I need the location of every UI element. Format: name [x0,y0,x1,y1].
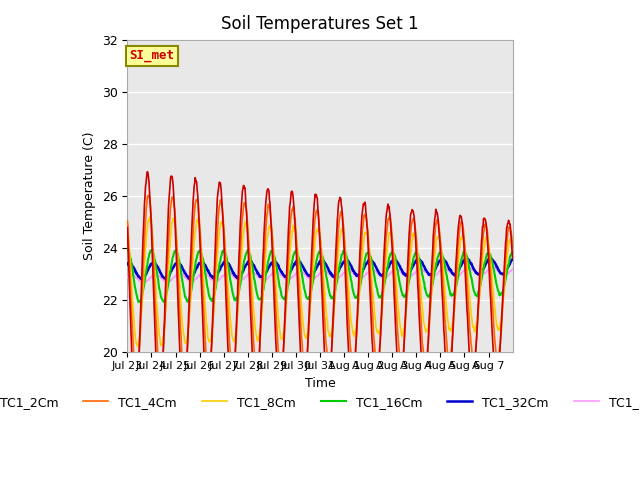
Title: Soil Temperatures Set 1: Soil Temperatures Set 1 [221,15,419,33]
Text: SI_met: SI_met [129,49,174,62]
X-axis label: Time: Time [305,377,335,390]
Y-axis label: Soil Temperature (C): Soil Temperature (C) [83,132,96,260]
Legend: TC1_2Cm, TC1_4Cm, TC1_8Cm, TC1_16Cm, TC1_32Cm, TC1_50Cm: TC1_2Cm, TC1_4Cm, TC1_8Cm, TC1_16Cm, TC1… [0,391,640,414]
